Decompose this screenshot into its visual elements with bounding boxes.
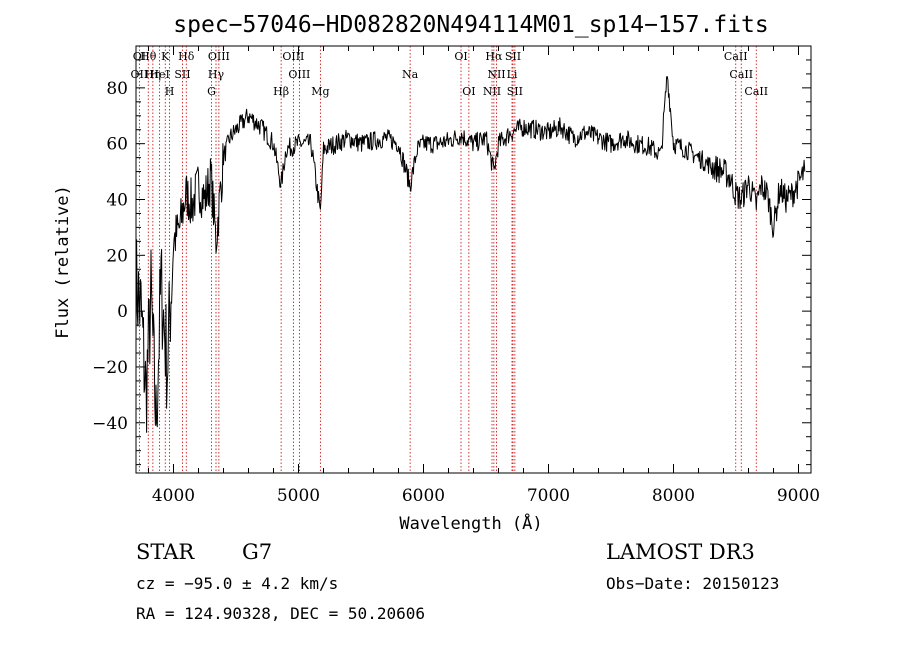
y-tick-label: −20 — [92, 358, 128, 378]
line-label: CaII — [729, 68, 753, 81]
line-label: Hθ — [140, 50, 157, 63]
line-label: CaII — [744, 85, 768, 98]
y-tick-label: 0 — [117, 302, 128, 322]
line-label: H — [165, 85, 175, 98]
emission-line-markers — [138, 46, 757, 473]
y-tick-label: −40 — [92, 414, 128, 434]
object-class: STAR — [136, 540, 195, 564]
line-label: OI — [133, 50, 146, 63]
line-label: OIII — [288, 68, 310, 81]
radial-velocity: cz = −95.0 ± 4.2 km/s — [136, 574, 338, 593]
y-axis-label: Flux (relative) — [53, 185, 73, 339]
line-label: Hα — [485, 50, 503, 63]
line-label: K — [161, 50, 170, 63]
line-label: HeI — [149, 68, 169, 81]
x-tick-label: 8000 — [652, 486, 695, 506]
observation-date: Obs−Date: 20150123 — [606, 574, 779, 593]
line-label: SII — [174, 68, 190, 81]
spectrum-series-line — [136, 76, 806, 433]
line-label: SII — [505, 50, 521, 63]
x-axis-ticks: 4000 5000 6000 7000 8000 9000 — [148, 46, 820, 506]
plot-area — [136, 76, 806, 433]
line-label: CaII — [724, 50, 748, 63]
line-label: Hη — [145, 68, 161, 81]
x-tick-label: 6000 — [402, 486, 445, 506]
y-tick-label: 20 — [106, 246, 128, 266]
y-tick-label: 60 — [106, 135, 128, 155]
line-label: Na — [402, 68, 419, 81]
line-label: NII — [487, 68, 505, 81]
x-tick-label: 4000 — [152, 486, 195, 506]
line-label: NII — [483, 85, 501, 98]
line-label: SII — [507, 85, 523, 98]
y-tick-label: 40 — [106, 190, 128, 210]
line-label: OII — [131, 68, 149, 81]
line-label: Hβ — [273, 85, 289, 98]
line-label: G — [207, 85, 216, 98]
y-tick-label: 80 — [106, 79, 128, 99]
x-tick-label: 5000 — [277, 486, 320, 506]
line-label: Mg — [311, 85, 329, 98]
line-label: OIII — [208, 50, 230, 63]
line-label: OI — [462, 85, 475, 98]
x-tick-label: 7000 — [527, 486, 570, 506]
survey-name: LAMOST DR3 — [606, 540, 755, 564]
chart-title: spec−57046−HD082820N494114M01_sp14−157.f… — [173, 12, 768, 38]
x-tick-label: 9000 — [777, 486, 820, 506]
object-subclass: G7 — [242, 540, 272, 564]
coordinates: RA = 124.90328, DEC = 50.20606 — [136, 604, 425, 623]
x-axis-label: Wavelength (Å) — [399, 512, 542, 534]
line-label: Hγ — [208, 68, 225, 81]
line-label: Li — [507, 68, 518, 81]
line-label: OIII — [282, 50, 304, 63]
y-axis-ticks: −40 −20 0 20 40 60 80 — [92, 45, 811, 466]
line-label: Hδ — [178, 50, 195, 63]
line-label: OI — [454, 50, 467, 63]
